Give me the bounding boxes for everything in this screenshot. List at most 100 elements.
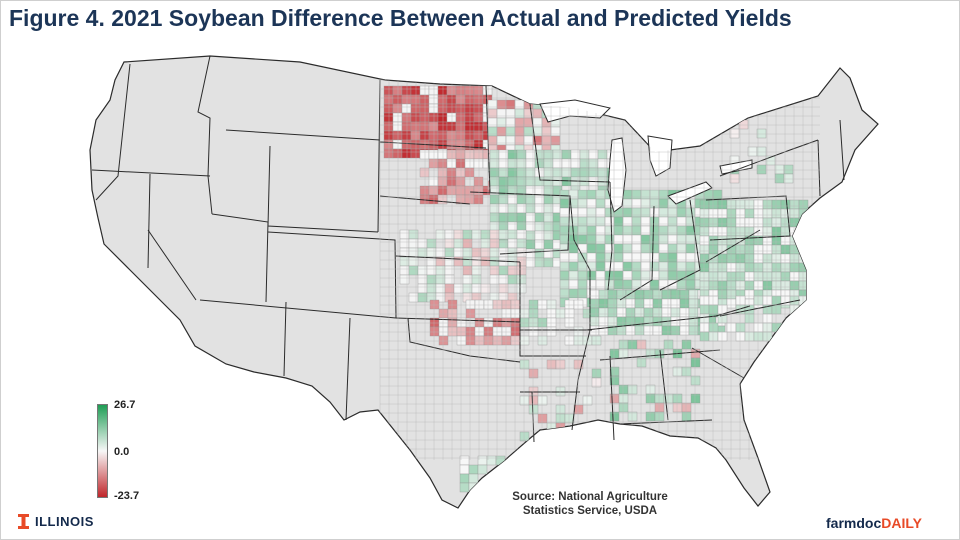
county-cell <box>516 167 527 178</box>
county-cell <box>417 292 428 303</box>
county-cell <box>561 176 572 187</box>
county-cell <box>559 216 570 227</box>
county-cell <box>762 262 773 273</box>
county-cell <box>643 298 654 309</box>
county-cell <box>798 271 809 282</box>
county-cell <box>507 247 518 258</box>
county-cell <box>462 238 473 249</box>
county-cell <box>559 189 570 200</box>
border-oh <box>659 199 701 291</box>
county-cell <box>679 289 690 300</box>
county-cell <box>516 176 527 187</box>
county-cell <box>604 225 615 236</box>
county-cell <box>486 482 497 493</box>
county-cell <box>537 335 548 346</box>
county-cell <box>586 270 597 281</box>
county-cell <box>498 167 509 178</box>
county-cell <box>453 229 464 240</box>
county-cell <box>598 289 609 300</box>
county-cell <box>667 234 678 245</box>
county-cell <box>649 261 660 272</box>
county-cell <box>564 308 575 319</box>
border-az-nm <box>199 299 397 319</box>
lake-ontario <box>719 159 753 175</box>
daily-wordmark: DAILY <box>881 515 922 531</box>
county-cell <box>474 299 485 310</box>
county-cell <box>744 244 755 255</box>
county-cell <box>473 112 484 123</box>
county-cell <box>622 234 633 245</box>
county-cell <box>471 274 482 285</box>
county-cell <box>627 411 638 422</box>
county-cell <box>699 262 710 273</box>
county-cell <box>510 299 521 310</box>
county-cell <box>618 384 629 395</box>
county-cell <box>744 217 755 228</box>
county-cell <box>652 298 663 309</box>
county-cell <box>464 112 475 123</box>
county-cell <box>401 94 412 105</box>
county-cell <box>525 212 536 223</box>
county-cell <box>444 229 455 240</box>
county-cell <box>690 393 701 404</box>
county-cell <box>717 262 728 273</box>
county-cell <box>676 243 687 254</box>
county-cell <box>528 308 539 319</box>
county-cell <box>483 326 494 337</box>
county-cell <box>456 317 467 328</box>
county-cell <box>514 135 525 146</box>
county-cell <box>789 217 800 228</box>
county-cell <box>498 265 509 276</box>
county-cell <box>446 185 457 196</box>
county-cell <box>577 189 588 200</box>
county-cell <box>744 199 755 210</box>
county-cell <box>444 247 455 258</box>
county-cell <box>516 221 527 232</box>
county-cell <box>528 368 539 379</box>
county-cell <box>482 85 493 96</box>
county-cell <box>613 225 624 236</box>
county-cell <box>780 244 791 255</box>
county-cell <box>645 384 656 395</box>
border-ut <box>211 213 269 303</box>
county-cell <box>428 130 439 141</box>
county-cell <box>480 238 491 249</box>
county-cell <box>595 234 606 245</box>
county-cell <box>789 304 800 315</box>
county-cell <box>480 229 491 240</box>
county-cell <box>676 207 687 218</box>
legend-min-label: -23.7 <box>114 490 140 502</box>
county-cell <box>658 216 669 227</box>
county-cell <box>577 288 588 299</box>
county-cell <box>573 299 584 310</box>
county-cell <box>667 279 678 290</box>
county-cell <box>613 234 624 245</box>
county-cell <box>516 229 527 240</box>
county-cell <box>699 304 710 315</box>
county-cell <box>726 298 737 309</box>
county-cell <box>613 261 624 272</box>
county-cell <box>419 94 430 105</box>
county-cell <box>789 331 800 342</box>
county-cell <box>568 207 579 218</box>
county-cell <box>446 85 457 96</box>
county-cell <box>783 164 794 175</box>
county-cell <box>658 261 669 272</box>
county-cell <box>525 203 536 214</box>
county-cell <box>546 308 557 319</box>
county-cell <box>631 216 642 227</box>
county-cell <box>744 280 755 291</box>
border-az <box>283 301 287 377</box>
source-line-1: Source: National Agriculture <box>512 491 668 503</box>
county-cell <box>468 482 479 493</box>
county-cell <box>670 289 681 300</box>
county-cell <box>426 274 437 285</box>
county-cell <box>459 455 470 466</box>
county-cell <box>523 135 534 146</box>
county-cell <box>595 198 606 209</box>
county-cell <box>658 207 669 218</box>
county-cell <box>631 198 642 209</box>
county-cell <box>609 411 620 422</box>
county-cell <box>579 149 590 160</box>
